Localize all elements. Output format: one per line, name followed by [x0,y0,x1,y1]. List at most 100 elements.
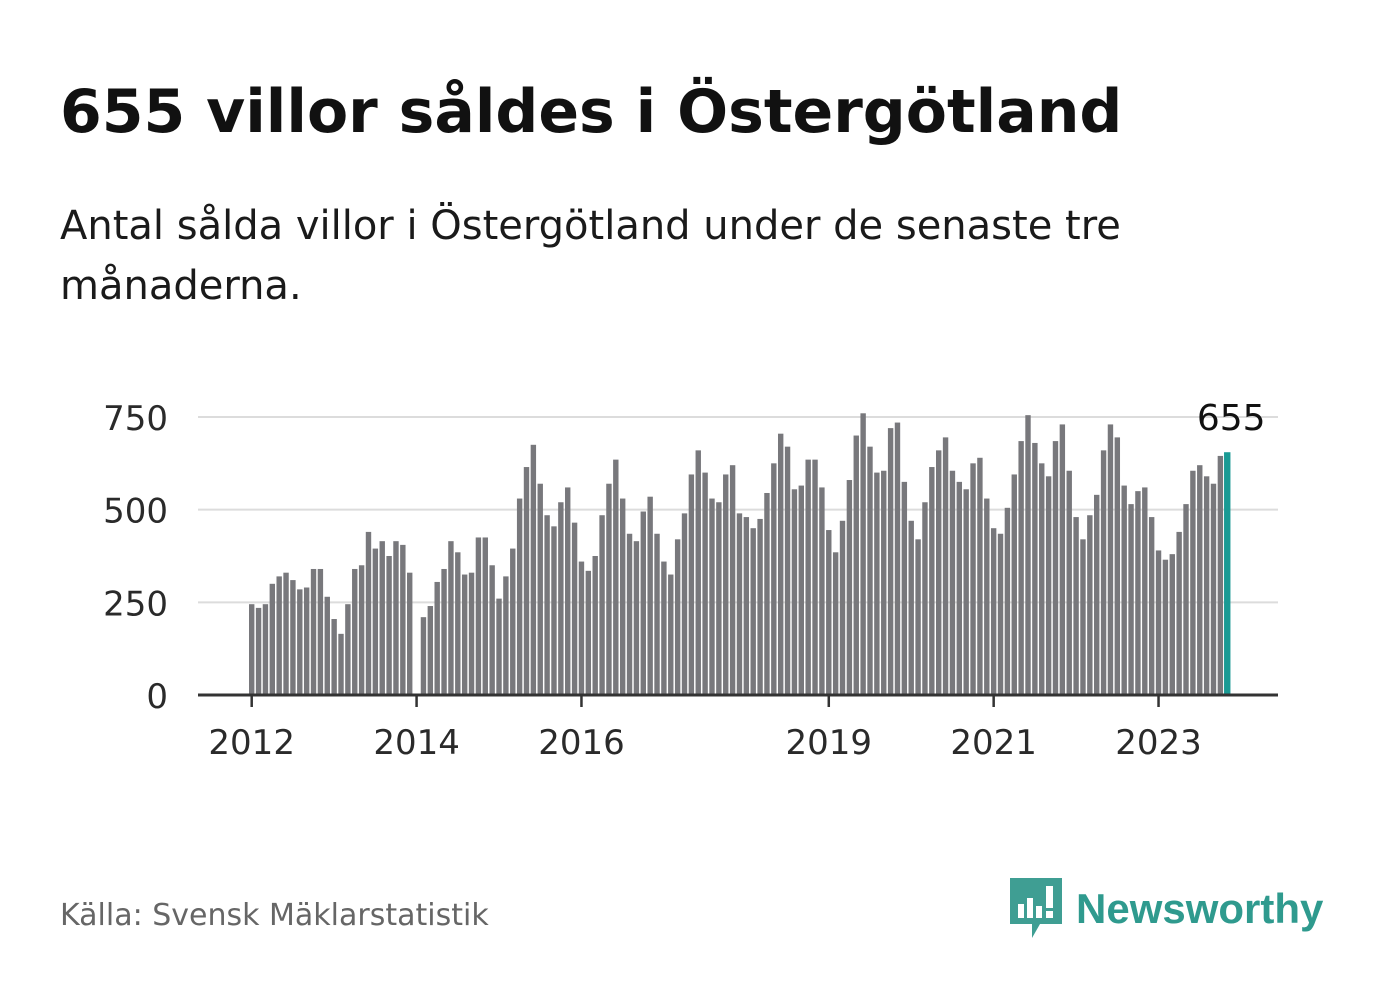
bar [400,544,406,695]
bar [874,472,880,695]
bar [1045,476,1052,695]
bar [936,450,942,695]
bar [723,474,729,695]
bar [1135,491,1141,695]
bar [1128,504,1134,695]
bar [324,596,330,695]
bar [942,437,949,695]
bar [475,537,482,695]
bar [510,548,516,695]
bar [1142,487,1148,695]
bar [674,539,681,695]
bar [503,576,509,695]
bar [922,502,928,695]
bar [729,465,736,695]
bar [530,444,537,695]
bar [1148,517,1155,695]
y-tick-label: 750 [103,399,168,439]
highlight-value-label: 655 [1197,398,1266,439]
bar [798,485,804,695]
bar [1197,465,1203,695]
bar [688,474,695,695]
bar [881,470,887,695]
bar [743,517,750,695]
x-tick-label: 2012 [208,723,295,763]
bar [887,428,894,695]
bar [441,568,447,695]
bar [709,498,715,695]
bar [908,520,914,695]
bar [1066,470,1072,695]
bar [1032,442,1038,695]
bar [647,496,653,695]
bar [654,533,660,695]
bar [867,446,873,695]
bar [310,568,317,695]
bar [365,531,372,695]
bar [523,467,530,695]
bar [1087,515,1093,695]
bar [317,568,324,695]
bar [537,483,543,695]
bar [668,574,674,695]
bar [633,541,640,695]
bar [736,513,743,695]
bar [915,539,921,695]
bar [1107,424,1114,695]
bar [448,541,454,695]
bar [571,522,578,695]
bar [1052,441,1059,695]
y-tick-label: 0 [146,677,168,717]
source-label: Källa: Svensk Mäklarstatistik [60,898,489,933]
brand-name: Newsworthy [1076,885,1324,932]
labels: 0 250 500 750 2012 2014 2016 2019 2021 2023 655 [103,398,1266,763]
bar [901,481,908,695]
bar [771,463,777,695]
bar [894,422,901,695]
bar [1011,474,1017,695]
bar [1059,424,1066,695]
bar [1155,550,1162,695]
bar [1004,507,1011,695]
bar [544,515,550,695]
bar [1217,455,1224,695]
bar [269,583,276,695]
bar [929,467,935,695]
bar [262,604,269,695]
bar [427,606,434,695]
bar [358,565,365,695]
bar [551,526,557,695]
bar [702,472,708,695]
bar [1121,485,1127,695]
bar [613,459,619,695]
bar [1190,470,1196,695]
bar [1094,494,1100,695]
bar [812,459,818,695]
bar [393,541,399,695]
bar [1169,554,1175,695]
bar [695,450,701,695]
newsworthy-logo-icon [1010,878,1062,938]
bar [963,489,969,695]
bar [791,489,798,695]
bar [839,520,846,695]
bar [303,587,310,695]
bar [516,498,523,695]
bar [716,502,722,695]
bar [468,572,475,695]
bar [805,459,811,695]
bar [434,581,440,695]
bar [565,487,571,695]
bar [1176,531,1182,695]
bar [846,480,853,695]
bar [784,446,791,695]
bar [290,580,296,695]
bar [606,483,612,695]
bar [619,498,626,695]
bar [386,556,392,695]
bar [592,556,598,695]
bar [661,561,667,695]
bar [956,481,963,695]
bar [997,533,1004,695]
bar [461,574,468,695]
